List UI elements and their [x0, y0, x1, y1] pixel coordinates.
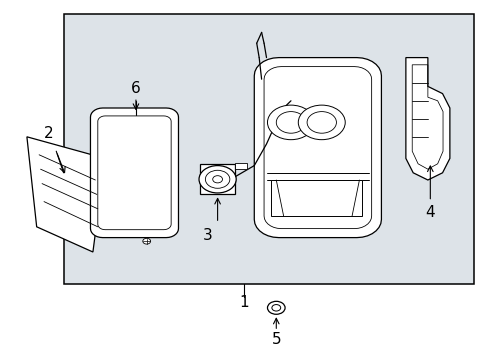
Circle shape [212, 176, 222, 183]
Circle shape [142, 238, 150, 244]
Circle shape [267, 301, 285, 314]
Text: 5: 5 [271, 332, 281, 347]
Circle shape [271, 305, 280, 311]
Text: 2: 2 [44, 126, 54, 141]
Polygon shape [254, 58, 381, 238]
Polygon shape [405, 58, 449, 180]
Bar [200, 164, 234, 194]
Circle shape [199, 166, 236, 193]
Polygon shape [90, 108, 178, 238]
Circle shape [306, 112, 336, 133]
Polygon shape [27, 137, 105, 252]
Circle shape [276, 112, 305, 133]
Text: 1: 1 [239, 295, 249, 310]
Bar [63, 14, 473, 284]
Bar [234, 163, 246, 169]
Circle shape [298, 105, 345, 140]
Circle shape [205, 170, 229, 188]
Text: 3: 3 [203, 228, 212, 243]
Circle shape [267, 105, 314, 140]
Text: 4: 4 [425, 205, 434, 220]
Text: 6: 6 [131, 81, 141, 96]
Bar [271, 180, 361, 216]
